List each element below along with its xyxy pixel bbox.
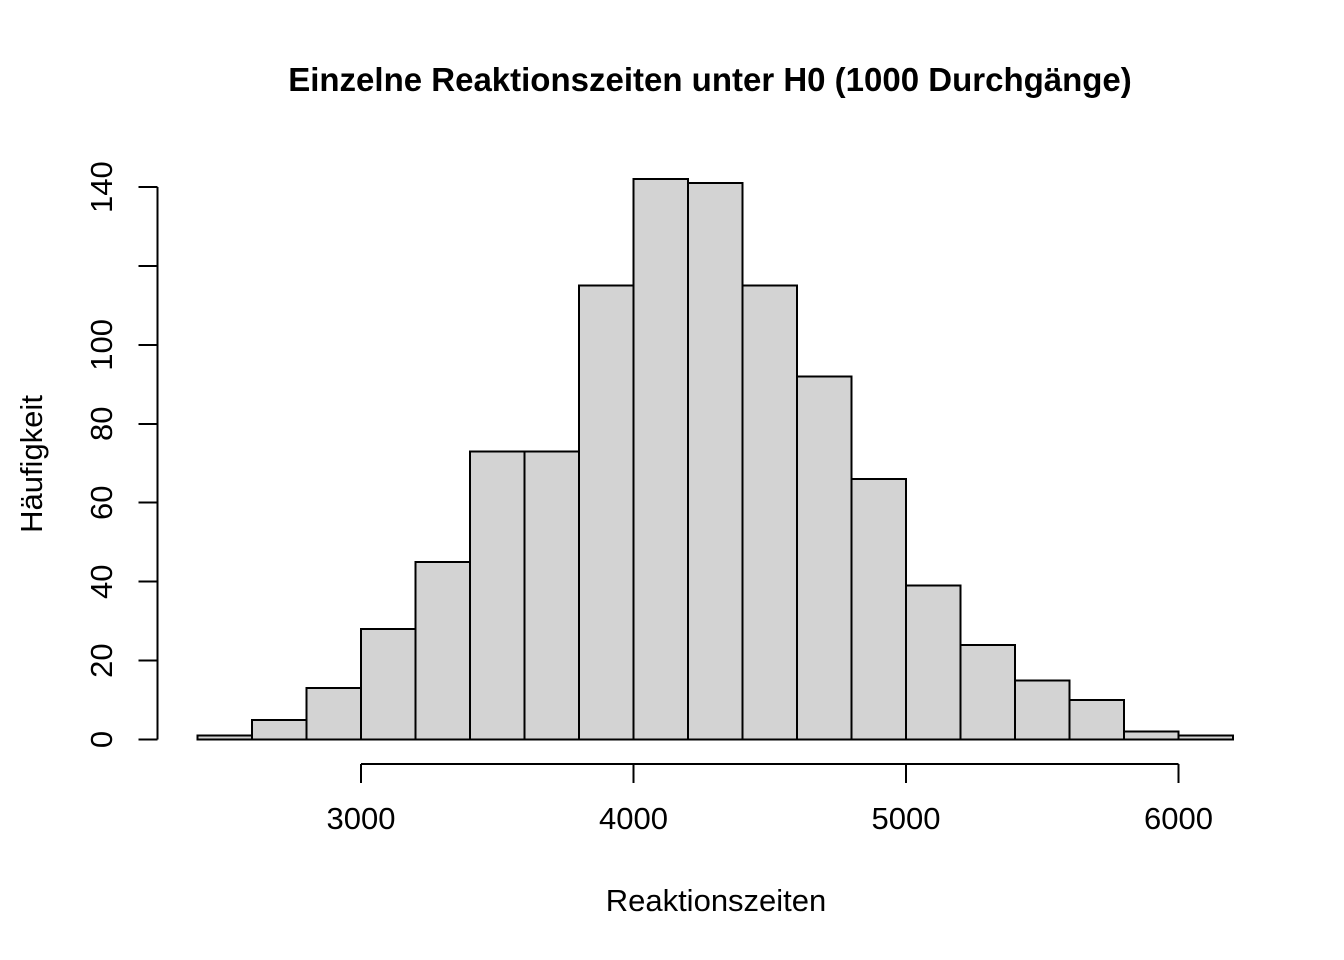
histogram-bar [796,375,853,741]
histogram-bar [414,560,471,741]
histogram-bar [1177,734,1234,741]
histogram-bar [850,478,907,741]
histogram-bar [1014,679,1071,741]
y-axis-title: Häufigkeit [14,395,49,533]
histogram-bar [741,284,798,741]
histogram-bar [959,643,1016,741]
y-axis: 0 20 40 60 80 100 140 [84,161,159,748]
x-tick-label: 3000 [327,801,396,836]
x-tick-label: 5000 [872,801,941,836]
y-tick-label: 80 [84,407,119,441]
x-axis-title: Reaktionszeiten [606,883,827,918]
histogram-bar [360,628,417,741]
y-tick-label: 140 [84,161,119,213]
histogram-bar [1068,699,1125,741]
y-tick-label: 60 [84,485,119,519]
y-tick-label: 20 [84,643,119,677]
histogram-bar [905,584,962,741]
x-tick-label: 4000 [599,801,668,836]
histogram-bar [632,178,689,741]
y-tick-label: 0 [84,731,119,748]
histogram-bar [305,687,362,741]
histogram-bar [523,450,580,741]
histogram-bar [251,718,308,741]
chart-title: Einzelne Reaktionszeiten unter H0 (1000 … [288,61,1132,98]
x-axis: 3000 4000 5000 6000 [327,763,1213,836]
histogram-bars [196,178,1234,741]
histogram-bar [469,450,526,741]
y-tick-label: 40 [84,564,119,598]
histogram-bar [196,734,253,741]
x-tick-label: 6000 [1144,801,1213,836]
histogram-bar [687,182,744,741]
histogram-bar [578,284,635,741]
y-tick-label: 100 [84,319,119,371]
histogram-bar [1123,730,1180,741]
